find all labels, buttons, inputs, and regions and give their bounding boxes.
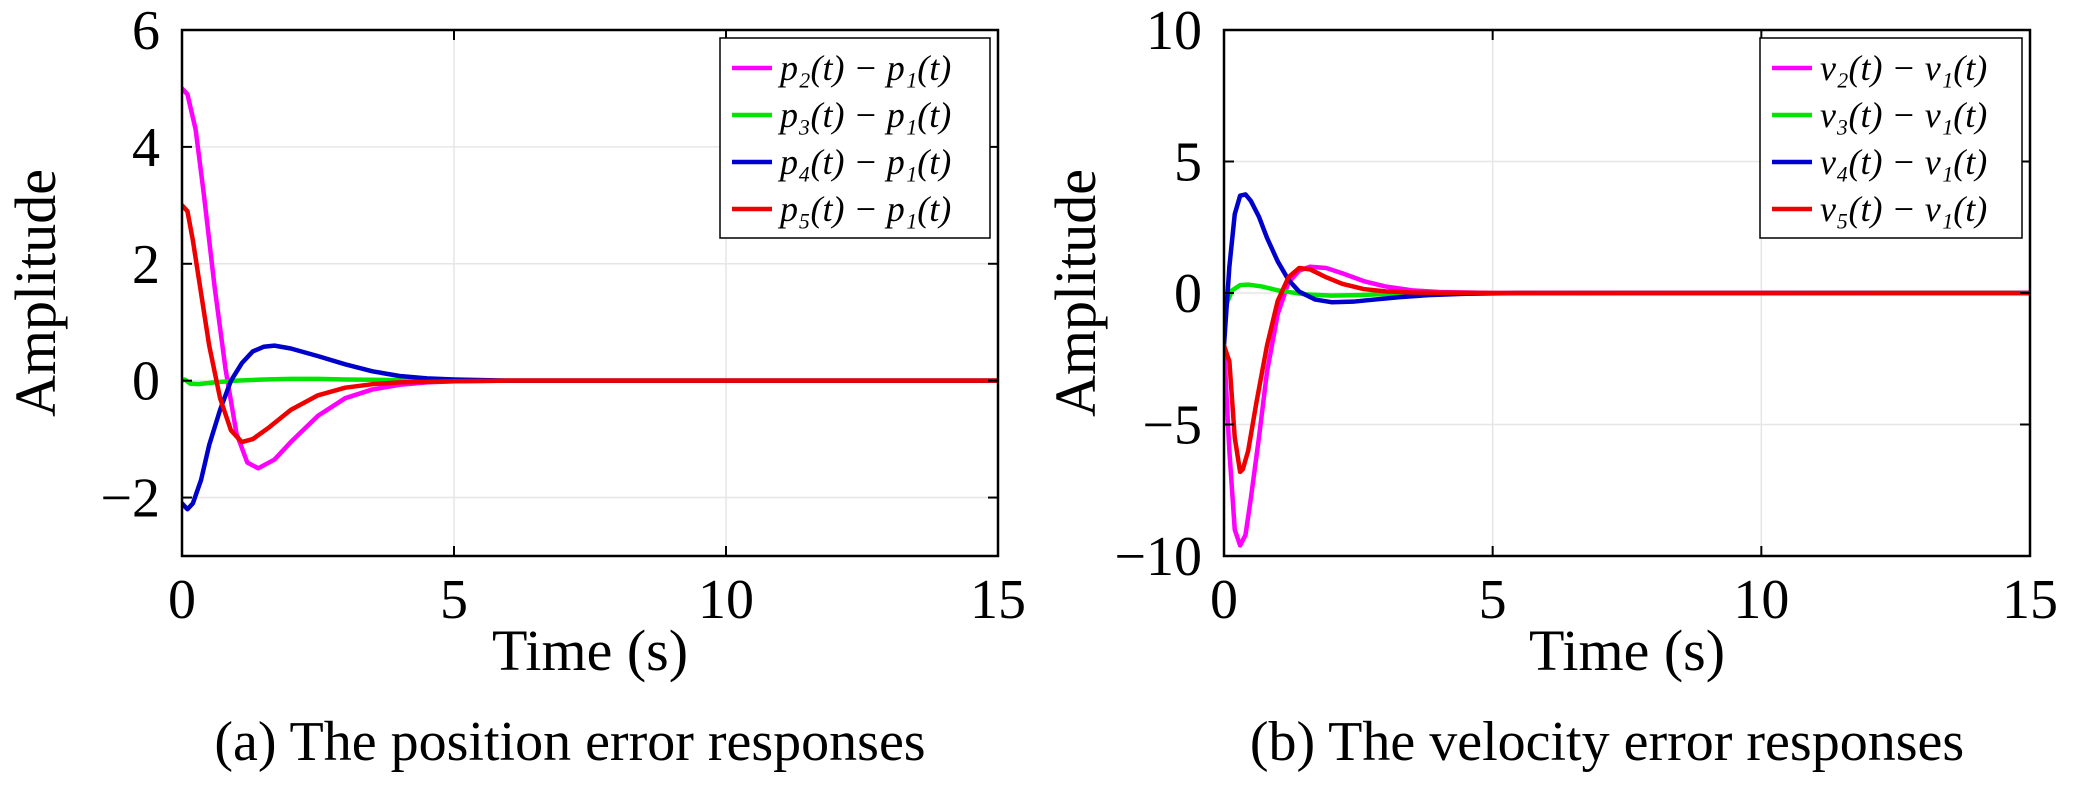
y-tick-label: 10 [1146, 0, 1202, 62]
legend-label-4: p₅(t) − p₁(t) [777, 189, 951, 229]
x-axis-title: Time (s) [492, 618, 688, 683]
legend-label-3: v₄(t) − v₁(t) [1820, 142, 1987, 182]
x-tick-label: 10 [1733, 569, 1789, 631]
legend-label-4: v₅(t) − v₁(t) [1820, 189, 1987, 229]
y-tick-label: 4 [132, 117, 160, 179]
legend-label-1: v₂(t) − v₁(t) [1820, 48, 1987, 88]
figure-caption: (b) The velocity error responses [1250, 711, 1964, 773]
legend-label-1: p₂(t) − p₁(t) [777, 48, 951, 88]
y-tick-label: 2 [132, 234, 160, 296]
legend-label-2: v₃(t) − v₁(t) [1820, 95, 1987, 135]
legend-label-2: p₃(t) − p₁(t) [777, 95, 951, 135]
series-line-2 [1224, 282, 2030, 317]
series-line-1 [1224, 264, 2030, 548]
legend-box [719, 37, 991, 239]
series-line-3 [182, 343, 998, 512]
figure-caption: (a) The position error responses [214, 711, 925, 773]
y-axis-title: Amplitude [3, 169, 68, 417]
chart-panel-b: 0 5 10 15 −10 −5 0 5 10 Time (s) Amplitude (b) The … [1040, 0, 2079, 796]
y-tick-label: −2 [100, 468, 160, 530]
x-tick-label: 5 [1479, 569, 1507, 631]
chart-panel-a: 0 5 10 15 −2 0 2 4 6 Time (s) Amplitude (a) The pos… [3, 0, 1026, 773]
y-axis-title: Amplitude [1043, 169, 1108, 417]
y-tick-label: 0 [1174, 263, 1202, 325]
axes-frame [180, 28, 1000, 558]
x-tick-label: 0 [168, 569, 196, 631]
series-line-3 [1224, 192, 2030, 348]
legend-box [1759, 37, 2023, 239]
y-tick-label: 0 [132, 351, 160, 413]
x-tick-label: 15 [970, 569, 1026, 631]
y-tick-label: 6 [132, 0, 160, 62]
x-tick-label: 0 [1210, 569, 1238, 631]
legend-label-3: p₄(t) − p₁(t) [777, 142, 951, 182]
y-tick-label: −5 [1142, 395, 1202, 457]
x-tick-label: 5 [440, 569, 468, 631]
x-axis-title: Time (s) [1529, 618, 1725, 683]
y-tick-label: −10 [1114, 526, 1202, 588]
series-line-2 [182, 376, 998, 387]
x-tick-label: 15 [2002, 569, 2058, 631]
x-tick-label: 10 [698, 569, 754, 631]
y-tick-label: 5 [1174, 132, 1202, 194]
series-line-4 [182, 203, 998, 445]
series-line-4 [1224, 265, 2030, 475]
